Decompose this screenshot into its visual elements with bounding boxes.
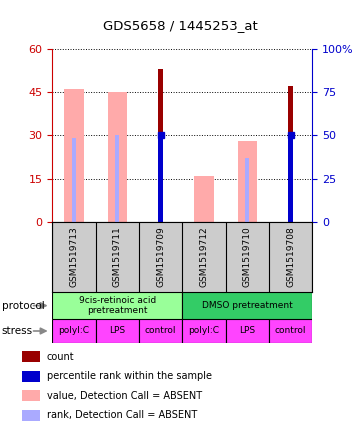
Bar [245, 159, 249, 222]
Bar [182, 319, 226, 343]
Text: GDS5658 / 1445253_at: GDS5658 / 1445253_at [103, 19, 258, 32]
Bar [115, 135, 119, 222]
Bar [22, 390, 40, 401]
Text: polyI:C: polyI:C [58, 327, 90, 335]
Text: GSM1519713: GSM1519713 [70, 227, 78, 287]
Text: polyI:C: polyI:C [188, 327, 219, 335]
Bar [52, 292, 182, 319]
Bar [64, 89, 84, 222]
Bar [22, 371, 40, 382]
Text: control: control [275, 327, 306, 335]
Text: GSM1519710: GSM1519710 [243, 227, 252, 287]
Text: GSM1519708: GSM1519708 [286, 227, 295, 287]
Bar [182, 292, 312, 319]
Text: count: count [47, 352, 74, 362]
Text: DMSO pretreatment: DMSO pretreatment [202, 301, 293, 310]
Bar [22, 410, 40, 421]
Text: LPS: LPS [239, 327, 255, 335]
Bar [158, 69, 163, 222]
Text: control: control [145, 327, 177, 335]
Text: protocol: protocol [2, 301, 44, 310]
Text: percentile rank within the sample: percentile rank within the sample [47, 371, 212, 381]
Text: 9cis-retinoic acid
pretreatment: 9cis-retinoic acid pretreatment [79, 296, 156, 315]
Bar [288, 86, 293, 222]
Text: GSM1519712: GSM1519712 [200, 227, 208, 287]
Bar [108, 92, 127, 222]
Bar [269, 319, 312, 343]
Bar [96, 319, 139, 343]
Bar [194, 176, 214, 222]
Bar [52, 319, 96, 343]
Bar [72, 138, 76, 222]
Bar [158, 135, 163, 222]
Text: rank, Detection Call = ABSENT: rank, Detection Call = ABSENT [47, 410, 197, 420]
Text: GSM1519711: GSM1519711 [113, 227, 122, 287]
Bar [288, 135, 293, 222]
Text: stress: stress [2, 326, 33, 336]
Text: LPS: LPS [109, 327, 125, 335]
Bar [139, 319, 182, 343]
Text: GSM1519709: GSM1519709 [156, 227, 165, 287]
Bar [238, 141, 257, 222]
Bar [226, 319, 269, 343]
Bar [22, 351, 40, 362]
Text: value, Detection Call = ABSENT: value, Detection Call = ABSENT [47, 391, 202, 401]
